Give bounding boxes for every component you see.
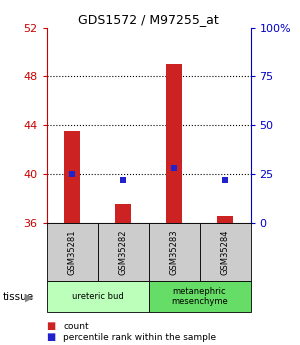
Text: GSM35284: GSM35284: [220, 229, 230, 275]
FancyBboxPatch shape: [200, 223, 250, 281]
Text: ▶: ▶: [25, 293, 33, 302]
Bar: [167, 64, 182, 223]
Text: ureteric bud: ureteric bud: [72, 292, 123, 301]
FancyBboxPatch shape: [46, 281, 148, 312]
Bar: [218, 216, 233, 223]
Bar: [116, 204, 131, 223]
Text: tissue: tissue: [3, 293, 34, 302]
Text: GSM35281: GSM35281: [68, 229, 76, 275]
Text: GSM35283: GSM35283: [169, 229, 178, 275]
Text: count: count: [63, 322, 88, 331]
Text: percentile rank within the sample: percentile rank within the sample: [63, 333, 216, 342]
Bar: [64, 131, 80, 223]
FancyBboxPatch shape: [148, 223, 200, 281]
FancyBboxPatch shape: [98, 223, 148, 281]
FancyBboxPatch shape: [46, 223, 98, 281]
Text: metanephric
mesenchyme: metanephric mesenchyme: [171, 287, 228, 306]
Text: ■: ■: [46, 321, 56, 331]
Text: ■: ■: [46, 333, 56, 342]
Title: GDS1572 / M97255_at: GDS1572 / M97255_at: [78, 13, 219, 27]
FancyBboxPatch shape: [148, 281, 250, 312]
Text: GSM35282: GSM35282: [118, 229, 127, 275]
